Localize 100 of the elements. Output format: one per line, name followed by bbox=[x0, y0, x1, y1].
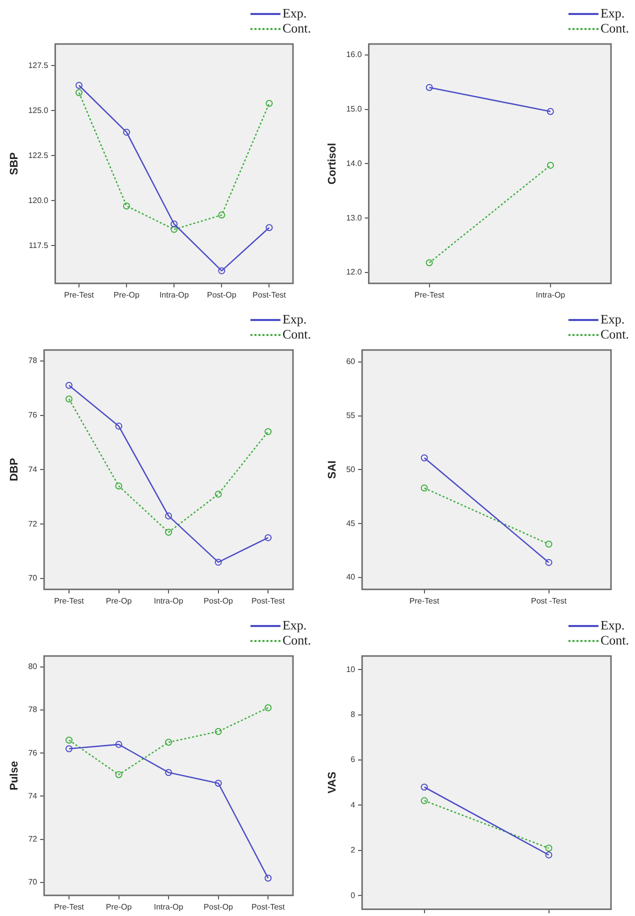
x-tick-label: Post-Op bbox=[204, 596, 234, 606]
y-tick-label: 127.5 bbox=[28, 60, 49, 70]
point bbox=[115, 422, 122, 430]
x-tick-label: Pre-Op bbox=[106, 902, 132, 912]
y-tick-label: 78 bbox=[28, 705, 38, 714]
x-tick-label: Pre-Op bbox=[106, 596, 132, 606]
point bbox=[115, 740, 122, 748]
x-tick-label: Pre-Test bbox=[54, 596, 85, 606]
legend-label: Exp. bbox=[282, 311, 307, 326]
x-tick-label: Intra-Op bbox=[536, 290, 566, 300]
y-tick-label: 117.5 bbox=[28, 240, 49, 250]
y-axis-title: Pulse bbox=[8, 761, 21, 790]
y-tick-label: 76 bbox=[28, 410, 38, 420]
legend-label: Cont. bbox=[600, 326, 630, 342]
point bbox=[264, 534, 272, 542]
point bbox=[214, 490, 222, 498]
legend-label: Cont. bbox=[282, 632, 312, 648]
y-axis-title: SAI bbox=[326, 460, 339, 479]
y-tick-label: 78 bbox=[28, 356, 38, 366]
legend-label: Exp. bbox=[600, 617, 625, 632]
point bbox=[165, 738, 172, 746]
y-tick-label: 60 bbox=[346, 357, 356, 366]
legend-label: Cont. bbox=[600, 632, 630, 648]
point bbox=[264, 704, 272, 712]
y-axis-title: VAS bbox=[326, 772, 339, 794]
y-tick-label: 74 bbox=[28, 464, 38, 474]
point bbox=[65, 745, 72, 752]
legend-label: Exp. bbox=[600, 5, 625, 20]
point bbox=[266, 224, 273, 232]
y-axis-title: DBP bbox=[8, 458, 21, 482]
legend-label: Exp. bbox=[282, 5, 307, 20]
point bbox=[123, 202, 130, 210]
point bbox=[165, 528, 172, 536]
y-tick-label: 122.5 bbox=[28, 150, 49, 160]
point bbox=[545, 558, 552, 566]
y-axis-title: SBP bbox=[8, 152, 21, 176]
x-tick-label: Intra-Op bbox=[154, 596, 184, 606]
point bbox=[115, 771, 122, 778]
x-tick-label: Intra-Op bbox=[154, 902, 184, 912]
point bbox=[65, 395, 72, 402]
legend-label: Cont. bbox=[600, 20, 630, 36]
x-tick-label: Post-Test bbox=[251, 596, 286, 606]
point bbox=[420, 797, 428, 804]
y-tick-label: 76 bbox=[28, 748, 38, 758]
x-tick-label: Pre-Test bbox=[54, 902, 85, 912]
legend-label: Exp. bbox=[600, 311, 625, 326]
point bbox=[76, 89, 82, 96]
point bbox=[266, 100, 273, 107]
y-tick-label: 120.0 bbox=[28, 196, 49, 205]
point bbox=[420, 454, 428, 462]
point bbox=[170, 220, 178, 228]
point bbox=[165, 512, 172, 520]
y-tick-label: 6 bbox=[350, 755, 356, 764]
y-tick-label: 70 bbox=[28, 574, 38, 583]
y-tick-label: 45 bbox=[346, 518, 356, 528]
y-tick-label: 16.0 bbox=[346, 50, 362, 60]
y-tick-label: 15.0 bbox=[346, 104, 362, 114]
y-tick-label: 55 bbox=[346, 410, 356, 420]
point bbox=[65, 382, 72, 389]
point bbox=[545, 851, 552, 858]
point bbox=[426, 259, 433, 266]
y-axis-title: Cortisol bbox=[326, 142, 339, 184]
y-tick-label: 74 bbox=[28, 791, 38, 800]
y-tick-label: 70 bbox=[28, 878, 38, 887]
y-tick-label: 40 bbox=[346, 572, 356, 582]
legend-label: Exp. bbox=[282, 617, 307, 632]
x-tick-label: Pre-Test bbox=[64, 290, 95, 300]
point bbox=[76, 82, 82, 89]
x-tick-label: Pre-Test bbox=[409, 596, 440, 606]
y-tick-label: 10 bbox=[346, 664, 356, 674]
point bbox=[123, 128, 130, 136]
point bbox=[214, 728, 222, 735]
y-tick-label: 14.0 bbox=[346, 158, 362, 168]
point bbox=[545, 844, 552, 852]
point bbox=[546, 108, 554, 115]
y-tick-label: 0 bbox=[350, 890, 356, 900]
point bbox=[65, 736, 72, 744]
point bbox=[214, 558, 222, 566]
point bbox=[420, 784, 428, 791]
y-tick-label: 125.0 bbox=[28, 106, 49, 115]
point bbox=[214, 780, 222, 787]
x-tick-label: Post-Test bbox=[251, 902, 286, 912]
x-tick-label: Pre-Op bbox=[114, 290, 140, 300]
point bbox=[264, 874, 272, 882]
point bbox=[546, 162, 554, 169]
legend-label: Cont. bbox=[282, 20, 312, 36]
legend-label: Cont. bbox=[282, 326, 312, 342]
point bbox=[264, 428, 272, 436]
x-tick-label: Post-Test bbox=[252, 290, 287, 300]
y-tick-label: 2 bbox=[350, 846, 356, 855]
y-tick-label: 8 bbox=[350, 710, 356, 719]
point bbox=[115, 482, 122, 490]
x-tick-label: Intra-Op bbox=[159, 290, 190, 300]
point bbox=[218, 267, 226, 274]
x-tick-label: Pre-Test bbox=[414, 290, 445, 300]
y-tick-label: 4 bbox=[350, 800, 356, 810]
point bbox=[170, 226, 178, 233]
x-tick-label: Post-Op bbox=[206, 290, 237, 300]
x-tick-label: Post -Test bbox=[530, 596, 568, 606]
point bbox=[545, 540, 552, 548]
